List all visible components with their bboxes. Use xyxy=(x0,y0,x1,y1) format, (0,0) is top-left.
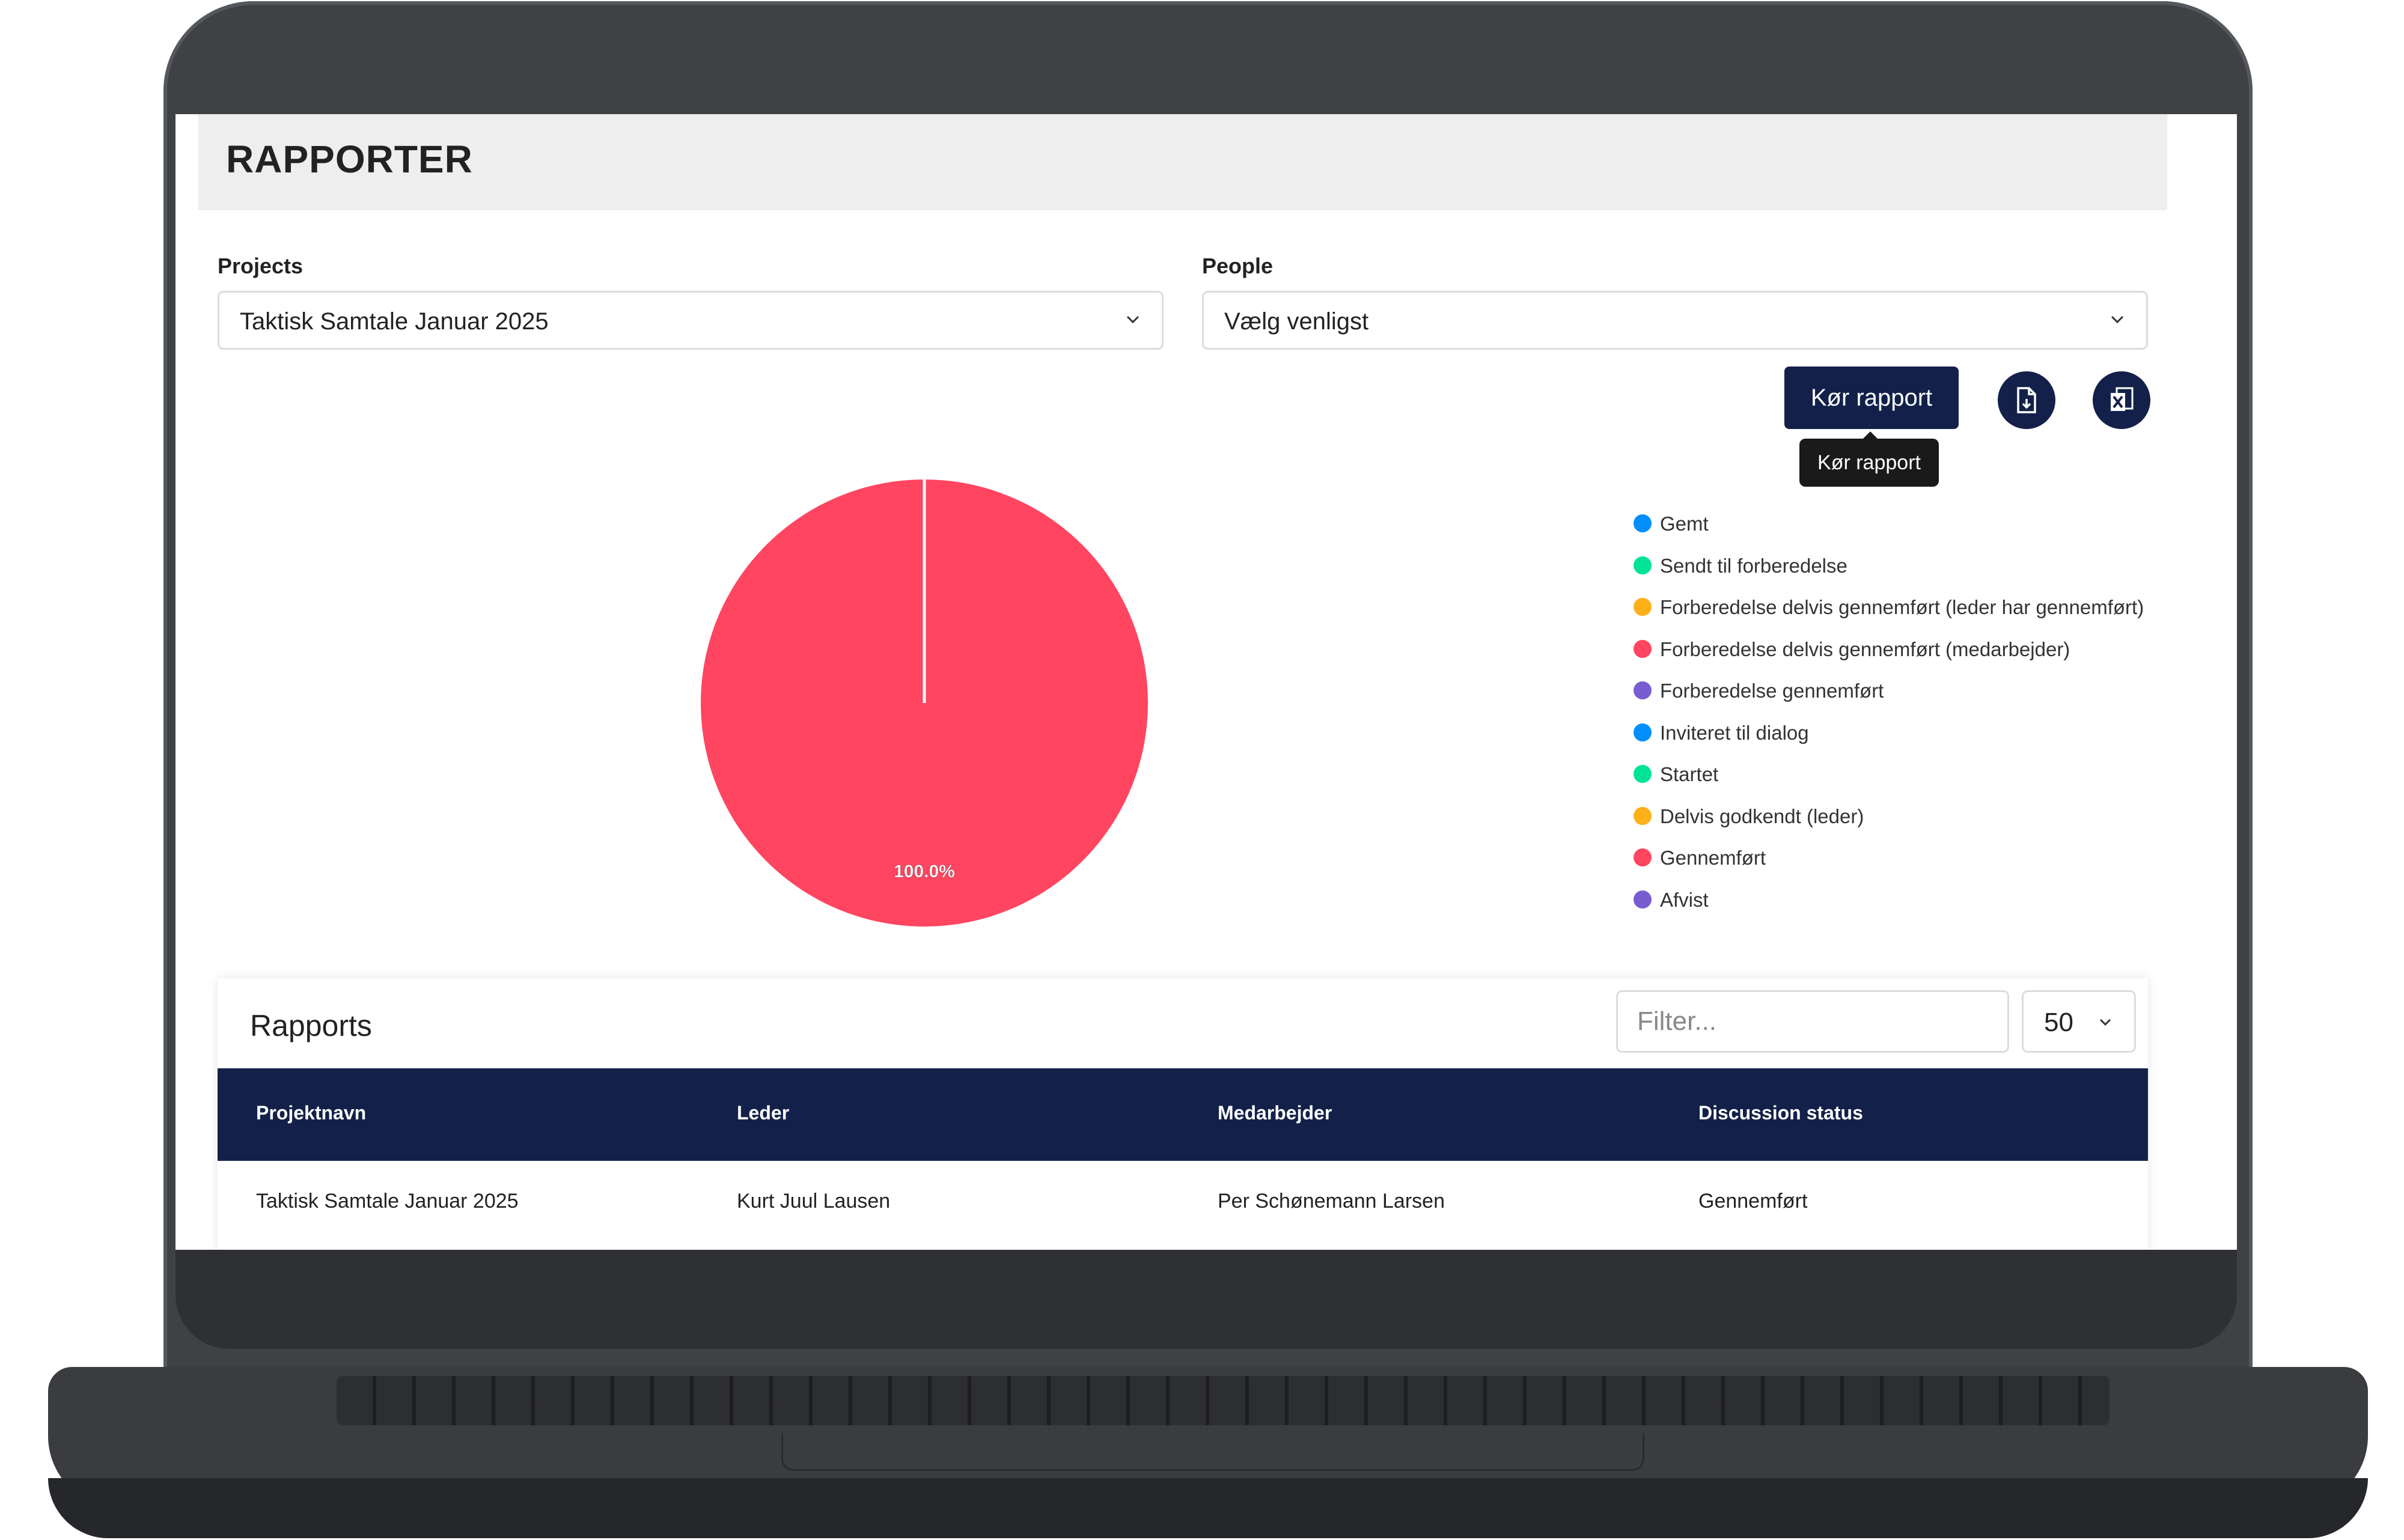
table-cell: Kurt Juul Lausen xyxy=(737,1190,891,1213)
projects-select-value: Taktisk Samtale Januar 2025 xyxy=(240,308,549,335)
legend-label: Gennemført xyxy=(1660,847,1766,869)
legend-marker xyxy=(1634,681,1652,699)
run-report-button[interactable]: Kør rapport xyxy=(1784,367,1959,429)
rapports-title: Rapports xyxy=(250,1009,372,1042)
legend-marker xyxy=(1634,639,1652,658)
legend-label: Sendt til forberedelse xyxy=(1660,554,1847,577)
legend-label: Delvis godkendt (leder) xyxy=(1660,805,1864,827)
legend-marker xyxy=(1634,556,1652,574)
legend-label: Forberedelse delvis gennemført (medarbej… xyxy=(1660,638,2070,660)
legend-marker xyxy=(1634,890,1652,908)
table-cell: Per Schønemann Larsen xyxy=(1218,1190,1445,1213)
laptop-trackpad xyxy=(781,1433,1644,1471)
per-page-value: 50 xyxy=(2044,1008,2073,1037)
pie-data-label: 100.0% xyxy=(894,862,955,881)
laptop-keyboard xyxy=(337,1376,2110,1425)
run-report-tooltip: Kør rapport xyxy=(1799,439,1939,487)
per-page-select[interactable]: 50 xyxy=(2022,990,2136,1053)
legend-marker xyxy=(1634,514,1652,532)
table-cell: Taktisk Samtale Januar 2025 xyxy=(256,1190,519,1213)
legend-marker xyxy=(1634,598,1652,616)
people-label: People xyxy=(1202,254,1274,278)
legend-label: Gemt xyxy=(1660,513,1709,535)
chevron-down-icon xyxy=(2099,1018,2111,1026)
page-title: RAPPORTER xyxy=(226,138,473,181)
column-header-projektnavn[interactable]: Projektnavn xyxy=(256,1102,367,1124)
legend-label: Forberedelse delvis gennemført (leder ha… xyxy=(1660,596,2144,618)
column-header-leder[interactable]: Leder xyxy=(737,1102,790,1124)
projects-label: Projects xyxy=(218,254,304,278)
legend-label: Forberedelse gennemført xyxy=(1660,680,1884,702)
people-select-value: Vælg venligst xyxy=(1224,308,1369,335)
status-pie-chart: 100.0% xyxy=(701,479,1148,927)
rapports-card: Rapports 50 Projektnavn Leder Medarbejde… xyxy=(218,978,2148,1250)
legend-label: Afvist xyxy=(1660,888,1709,911)
legend-marker xyxy=(1634,723,1652,741)
legend-marker xyxy=(1634,806,1652,825)
excel-export-button[interactable] xyxy=(2093,371,2150,429)
laptop-base-front xyxy=(48,1478,2368,1538)
app-screen: RAPPORTER Projects Taktisk Samtale Janua… xyxy=(175,114,2237,1250)
table-cell: Gennemført xyxy=(1698,1190,1808,1213)
table-header: Projektnavn Leder Medarbejder Discussion… xyxy=(218,1068,2148,1161)
chevron-down-icon xyxy=(1126,315,1139,324)
projects-select[interactable]: Taktisk Samtale Januar 2025 xyxy=(218,291,1164,350)
pdf-export-button[interactable] xyxy=(1998,371,2055,429)
column-header-discussion-status[interactable]: Discussion status xyxy=(1698,1102,1863,1124)
document-export-icon xyxy=(2017,387,2036,413)
column-header-medarbejder[interactable]: Medarbejder xyxy=(1218,1102,1332,1124)
people-select[interactable]: Vælg venligst xyxy=(1202,291,2148,350)
tooltip-arrow xyxy=(1862,431,1879,440)
filter-input[interactable] xyxy=(1616,990,2009,1053)
legend-label: Inviteret til dialog xyxy=(1660,721,1809,744)
page-header xyxy=(198,114,2167,210)
legend-marker xyxy=(1634,765,1652,783)
chevron-down-icon xyxy=(2111,315,2124,324)
legend-marker xyxy=(1634,848,1652,866)
laptop-bezel-bottom xyxy=(175,1250,2237,1349)
legend-label: Startet xyxy=(1660,763,1719,785)
excel-export-icon xyxy=(2111,387,2134,411)
